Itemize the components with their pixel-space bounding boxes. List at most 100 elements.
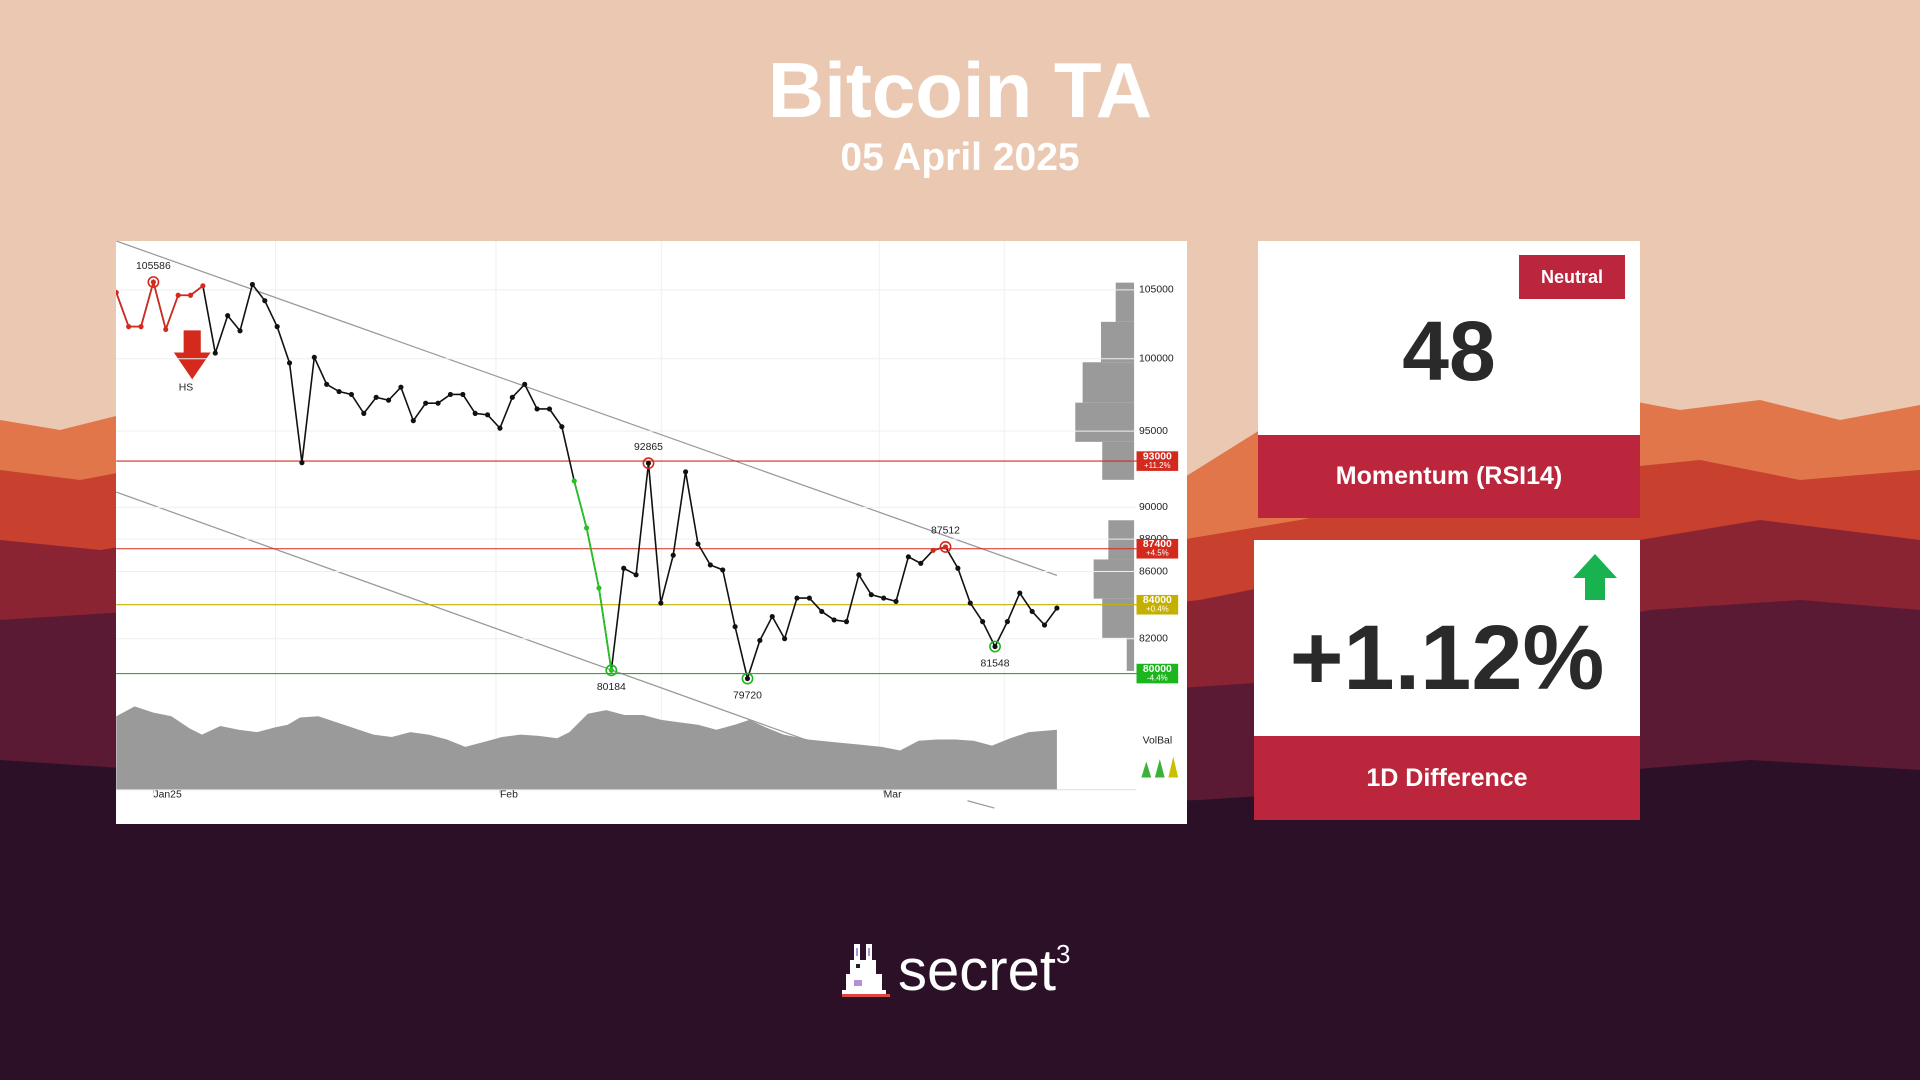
price-point: [225, 313, 231, 319]
level-value: 80000: [1143, 664, 1172, 675]
price-point: [509, 394, 515, 400]
y-tick-label: 100000: [1139, 353, 1174, 364]
level-value: 87400: [1143, 539, 1172, 550]
price-point: [843, 619, 850, 625]
price-point: [435, 400, 441, 406]
momentum-value: 48: [1402, 304, 1496, 398]
pivot-ring: [939, 540, 952, 553]
price-point: [856, 572, 862, 578]
y-tick-label: 90000: [1139, 502, 1168, 513]
price-point: [905, 554, 911, 560]
price-point: [187, 292, 194, 298]
price-point: [584, 525, 590, 531]
level-change: +0.4%: [1146, 605, 1169, 614]
x-tick-label: Feb: [500, 789, 518, 800]
price-point: [484, 412, 491, 418]
price-point: [472, 410, 478, 416]
price-point: [720, 567, 726, 573]
page-title: Bitcoin TA: [767, 46, 1153, 134]
price-point: [410, 418, 416, 424]
pivot-label: 79720: [733, 690, 762, 701]
price-point: [930, 547, 936, 553]
price-point: [571, 478, 577, 484]
brand: secret 3: [840, 935, 1070, 1005]
level-value: 84000: [1143, 595, 1172, 606]
price-point: [175, 292, 181, 298]
pattern-label: HS: [179, 383, 194, 394]
level-box: [1136, 594, 1179, 615]
price-point: [163, 326, 169, 332]
price-point: [732, 624, 738, 630]
difference-card: +1.12% 1D Difference: [1254, 540, 1640, 820]
price-point: [955, 565, 961, 571]
price-point: [806, 595, 812, 601]
momentum-card: Neutral 48 Momentum (RSI14): [1258, 241, 1640, 518]
price-point: [249, 281, 255, 288]
price-point: [559, 424, 565, 430]
pivot-label: 105586: [136, 261, 171, 272]
price-point: [336, 388, 342, 395]
price-point: [373, 394, 379, 400]
price-point: [311, 354, 317, 360]
level-box: [1136, 451, 1179, 471]
price-point: [1054, 605, 1060, 611]
price-point: [819, 608, 825, 615]
y-tick-label: 105000: [1139, 285, 1174, 296]
price-point: [918, 560, 924, 566]
price-point: [942, 544, 949, 550]
price-point: [621, 565, 627, 571]
price-point: [237, 328, 243, 334]
price-point: [150, 279, 156, 285]
brand-superscript: 3: [1055, 939, 1071, 969]
price-point: [670, 552, 676, 558]
price-point: [385, 397, 392, 403]
price-point: [1017, 590, 1023, 596]
price-point: [126, 324, 132, 330]
price-point: [645, 460, 652, 466]
pivot-label: 80184: [597, 682, 626, 693]
price-point: [546, 406, 553, 412]
price-point: [893, 598, 899, 604]
price-point: [460, 391, 466, 398]
price-point: [299, 460, 305, 466]
up-arrow: [1573, 554, 1617, 600]
price-point: [262, 298, 268, 304]
indicator-label: VolBal: [1143, 735, 1173, 746]
price-point: [361, 410, 367, 416]
price-point: [658, 600, 664, 606]
price-point: [695, 541, 701, 547]
page-date: 05 April 2025: [840, 136, 1080, 179]
pivot-label: 92865: [634, 442, 663, 453]
pivot-label: 87512: [931, 526, 960, 537]
price-point: [1004, 619, 1010, 625]
price-point: [348, 391, 354, 398]
pivot-ring: [642, 457, 655, 470]
x-tick-label: Mar: [884, 789, 902, 800]
price-point: [794, 595, 800, 601]
price-point: [274, 324, 280, 330]
price-point: [967, 600, 973, 606]
price-point: [522, 381, 528, 387]
y-tick-label: 86000: [1139, 566, 1168, 577]
pivot-ring: [147, 276, 160, 288]
pivot-ring: [989, 640, 1001, 653]
price-point: [881, 595, 887, 601]
price-point: [596, 585, 602, 591]
price-point: [286, 360, 293, 366]
highlight-segment: [573, 480, 613, 671]
price-point: [200, 283, 206, 289]
difference-label: 1D Difference: [1254, 736, 1640, 820]
price-point: [633, 572, 639, 578]
price-point: [769, 613, 775, 620]
price-point: [534, 406, 540, 412]
price-point: [707, 562, 713, 568]
level-box: [1136, 663, 1179, 684]
price-point: [398, 384, 404, 390]
x-tick-label: Jan25: [153, 789, 182, 800]
level-change: +11.2%: [1144, 461, 1171, 470]
level-box: [1136, 538, 1179, 559]
brand-logo: [842, 944, 890, 997]
level-change: -4.4%: [1147, 674, 1168, 683]
brand-name: secret: [898, 937, 1056, 1003]
momentum-label: Momentum (RSI14): [1258, 435, 1640, 518]
